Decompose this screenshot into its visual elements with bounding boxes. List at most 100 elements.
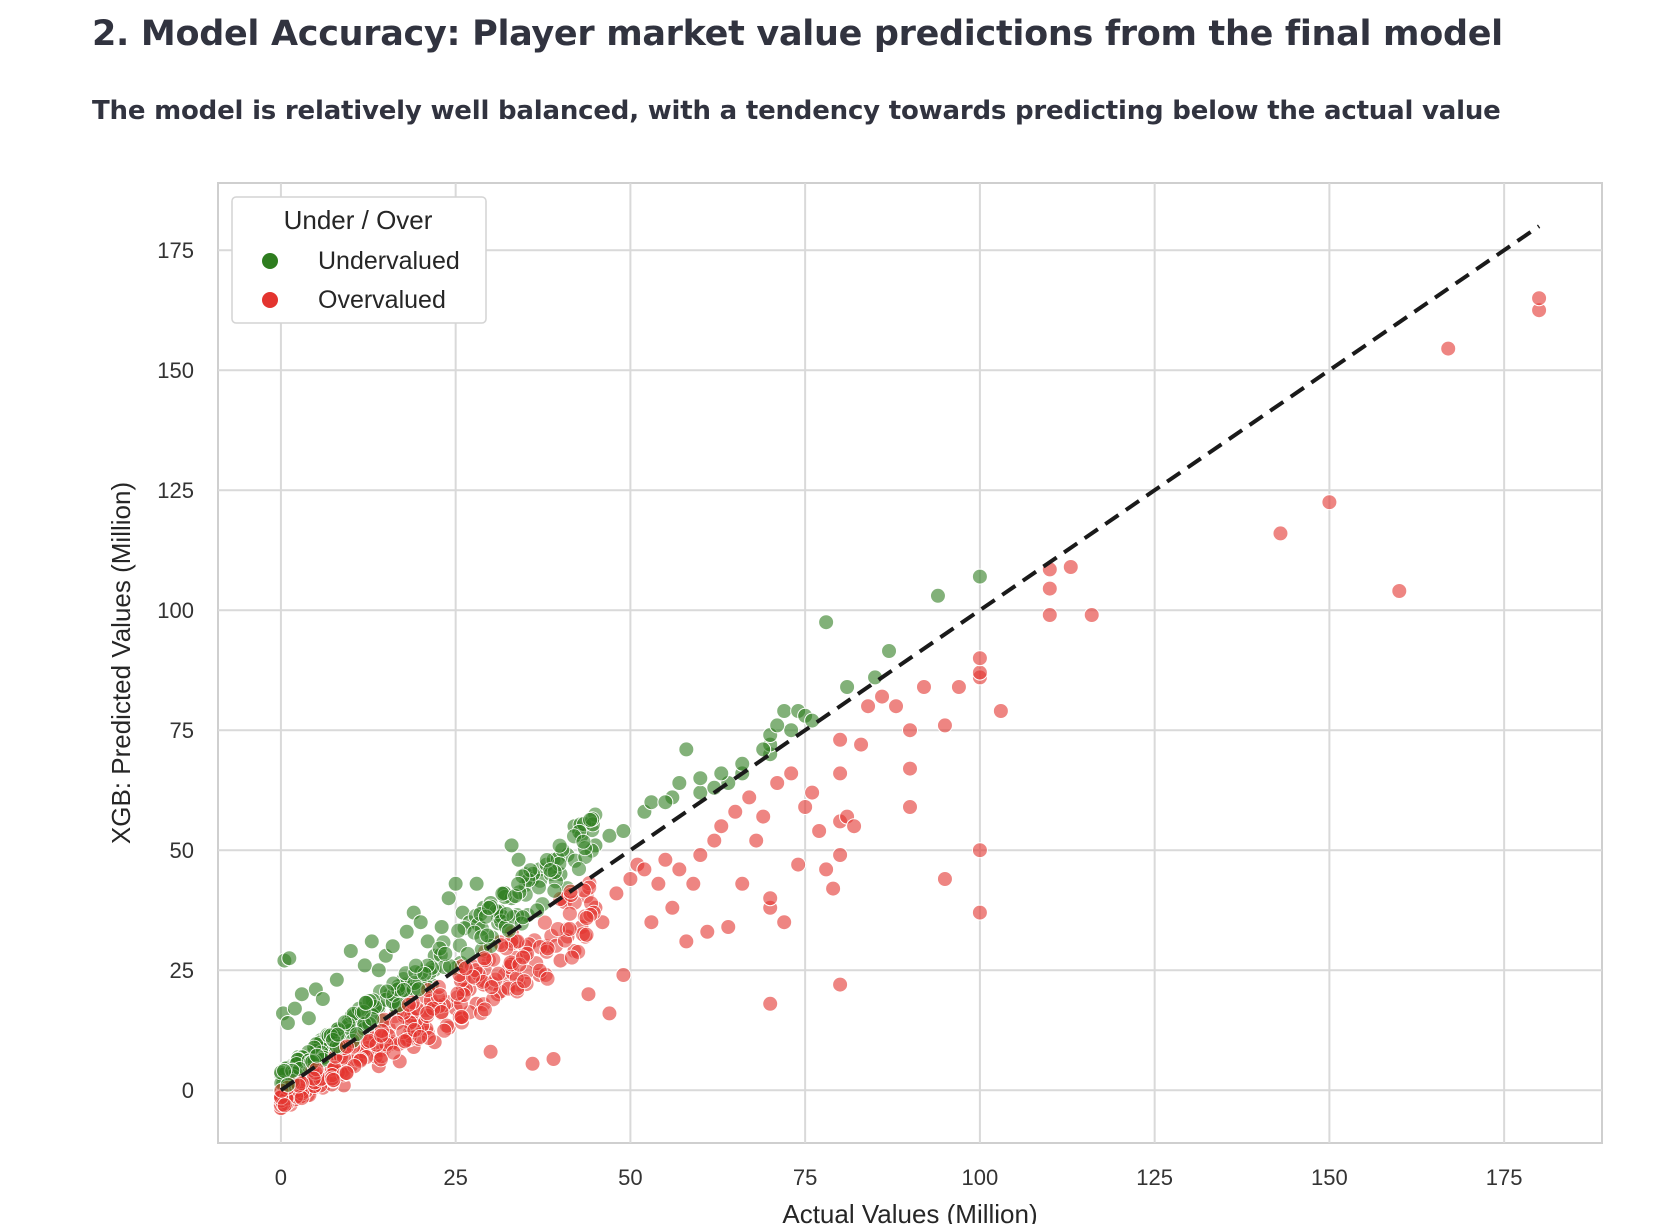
x-tick-label: 100 (962, 1165, 999, 1190)
point-undervalued (510, 876, 527, 892)
x-tick-labels: 0 25 50 75 100 125 150 175 (275, 1165, 1523, 1190)
point-undervalued (398, 923, 415, 940)
point-overvalued (804, 784, 821, 801)
legend-marker-overvalued (262, 292, 278, 308)
point-overvalued (734, 875, 751, 892)
x-tick-label: 25 (443, 1165, 467, 1190)
point-overvalued (699, 923, 716, 940)
point-overvalued (276, 1097, 293, 1114)
point-overvalued (1272, 525, 1289, 542)
x-tick-label: 50 (618, 1165, 642, 1190)
legend-box (231, 196, 487, 324)
x-tick-label: 125 (1136, 1165, 1173, 1190)
point-overvalued (449, 985, 466, 1002)
point-overvalued (601, 1005, 618, 1022)
point-overvalued (902, 760, 918, 777)
point-overvalued (936, 871, 953, 887)
point-undervalued (929, 587, 946, 604)
point-undervalued (433, 919, 450, 935)
point-undervalued (678, 741, 695, 758)
point-overvalued (476, 950, 493, 967)
point-undervalued (769, 717, 786, 734)
point-overvalued (372, 1051, 389, 1068)
point-overvalued (524, 1055, 541, 1072)
point-overvalued (720, 919, 737, 935)
y-axis-label: XGB: Predicted Values (Million) (106, 482, 136, 844)
point-undervalued (503, 837, 520, 854)
point-overvalued (992, 703, 1009, 719)
point-undervalued (329, 1026, 346, 1043)
x-tick-label: 0 (275, 1165, 287, 1190)
point-overvalued (971, 904, 988, 921)
y-tick-label: 125 (157, 478, 194, 503)
point-overvalued (476, 1001, 493, 1018)
point-overvalued (860, 698, 877, 715)
point-overvalued (537, 914, 553, 931)
point-overvalued (490, 965, 507, 982)
point-overvalued (797, 799, 814, 815)
point-undervalued (370, 962, 387, 979)
point-overvalued (412, 1029, 429, 1045)
point-overvalued (1062, 559, 1079, 575)
point-overvalued (561, 905, 578, 922)
point-undervalued (529, 902, 546, 919)
point-undervalued (657, 794, 674, 811)
point-undervalued (300, 1010, 317, 1027)
point-overvalued (516, 973, 533, 990)
point-overvalued (1440, 340, 1457, 357)
point-overvalued (515, 949, 531, 966)
y-tick-label: 100 (157, 598, 194, 623)
point-overvalued (832, 765, 849, 782)
point-overvalued (741, 789, 758, 806)
x-tick-label: 75 (793, 1165, 817, 1190)
point-undervalued (276, 1063, 293, 1079)
point-overvalued (713, 818, 730, 835)
point-overvalued (608, 885, 625, 902)
point-undervalued (643, 794, 660, 811)
point-overvalued (755, 808, 772, 825)
point-overvalued (1041, 607, 1058, 623)
point-undervalued (286, 1000, 303, 1017)
point-overvalued (433, 1004, 450, 1020)
point-undervalued (336, 1014, 353, 1031)
point-overvalued (578, 926, 595, 943)
point-overvalued (818, 861, 835, 878)
point-undervalued (279, 1015, 296, 1031)
y-tick-labels: 0 25 50 75 100 125 150 175 (157, 238, 194, 1103)
point-overvalued (825, 880, 842, 897)
point-undervalued (314, 991, 331, 1007)
plot-area (217, 182, 1603, 1144)
point-overvalued (482, 1043, 499, 1060)
point-overvalued (1321, 494, 1338, 511)
y-tick-label: 175 (157, 238, 194, 263)
point-undervalued (356, 957, 373, 974)
point-undervalued (479, 927, 496, 944)
point-overvalued (706, 832, 723, 849)
point-undervalued (395, 982, 412, 998)
point-overvalued (832, 976, 849, 993)
x-axis-label: Actual Values (Million) (782, 1199, 1037, 1224)
point-overvalued (561, 921, 578, 937)
point-overvalued (846, 818, 863, 835)
point-undervalued (671, 775, 688, 791)
point-overvalued (762, 995, 779, 1012)
legend-label-overvalued: Overvalued (318, 286, 446, 314)
point-undervalued (615, 823, 632, 839)
point-overvalued (776, 914, 793, 931)
point-overvalued (902, 722, 918, 739)
y-tick-label: 0 (182, 1078, 194, 1103)
point-overvalued (636, 861, 653, 878)
point-overvalued (692, 847, 709, 863)
point-undervalued (384, 938, 401, 955)
point-undervalued (447, 875, 464, 892)
y-tick-label: 150 (157, 358, 194, 383)
point-undervalued (468, 875, 485, 892)
point-overvalued (622, 871, 639, 887)
reference-line (279, 224, 1541, 1092)
point-overvalued (539, 970, 556, 987)
point-undervalued (408, 957, 424, 974)
point-undervalued (379, 983, 395, 1000)
point-undervalued (582, 812, 599, 828)
point-overvalued (325, 1072, 342, 1088)
point-overvalued (971, 664, 988, 681)
